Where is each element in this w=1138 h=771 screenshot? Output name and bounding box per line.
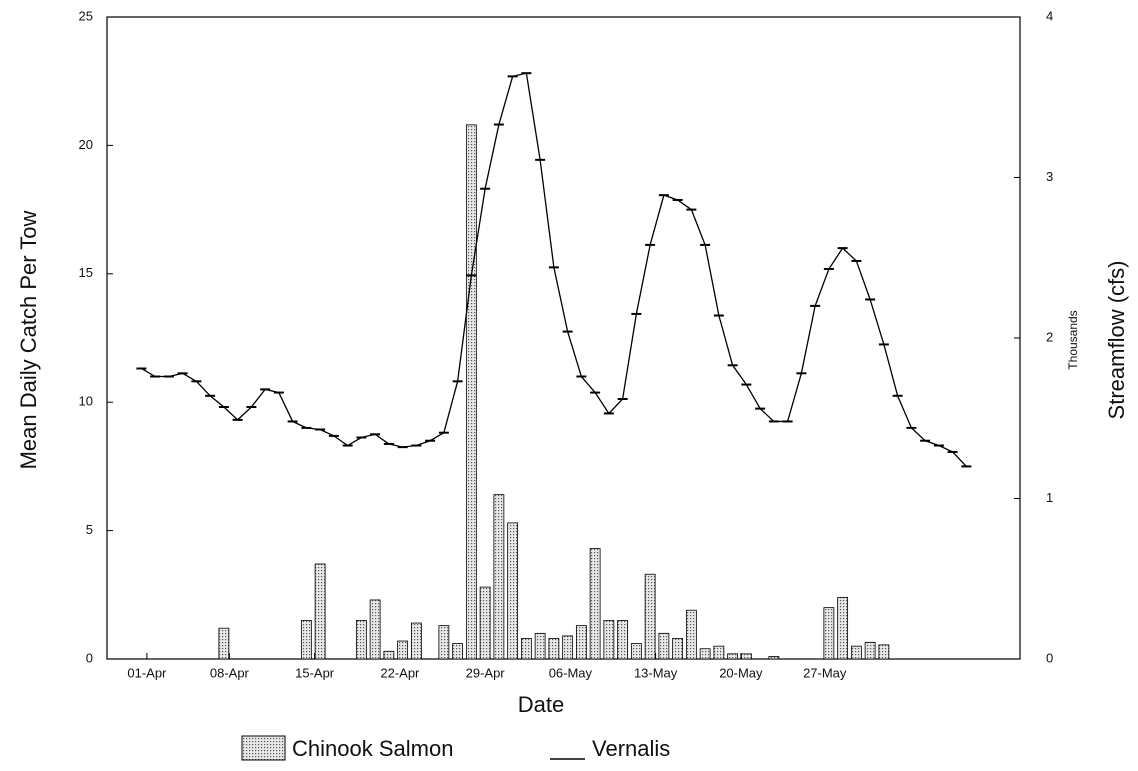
y2-tick-label: 1 [1046, 490, 1053, 505]
bar [617, 620, 629, 660]
x-tick-label: 13-May [634, 665, 678, 680]
x-tick-label: 27-May [803, 665, 847, 680]
bar [314, 563, 326, 660]
y-tick-label: 25 [79, 8, 93, 23]
bar [878, 644, 890, 660]
bar [740, 653, 752, 660]
x-tick-label: 29-Apr [466, 665, 506, 680]
y2-tick-label: 2 [1046, 329, 1053, 344]
bar [369, 599, 381, 660]
bar [438, 625, 450, 660]
bar [589, 548, 601, 660]
bar [397, 640, 409, 660]
bar [534, 632, 546, 660]
bar [383, 650, 395, 660]
bar [548, 638, 560, 660]
bar [864, 641, 876, 660]
y2-axis-label: Streamflow (cfs) [1104, 261, 1129, 420]
y-tick-label: 5 [86, 522, 93, 537]
y-axis-label: Mean Daily Catch Per Tow [16, 210, 41, 469]
x-axis-label: Date [518, 692, 564, 717]
bar [355, 620, 367, 660]
bar [410, 622, 422, 660]
bar [218, 627, 230, 660]
y-tick-label: 20 [79, 137, 93, 152]
y-tick-label: 10 [79, 394, 93, 409]
y-tick-label: 0 [86, 650, 93, 665]
bar [823, 607, 835, 660]
x-tick-label: 08-Apr [210, 665, 250, 680]
x-tick-label: 20-May [719, 665, 763, 680]
bar [575, 625, 587, 660]
bar [603, 620, 615, 660]
bar [452, 643, 464, 660]
bar [727, 653, 739, 660]
y2-tick-label: 0 [1046, 650, 1053, 665]
plot-frame [106, 16, 1021, 660]
bar [520, 638, 532, 660]
bar [493, 494, 505, 660]
bar [300, 620, 312, 660]
bar [672, 638, 684, 660]
bar [837, 596, 849, 660]
bar [465, 124, 477, 660]
legend-label: Chinook Salmon [292, 736, 453, 761]
x-tick-label: 01-Apr [127, 665, 167, 680]
legend-label: Vernalis [592, 736, 670, 761]
bar [658, 632, 670, 660]
y2-tick-label: 4 [1046, 8, 1053, 23]
legend-swatch [241, 735, 286, 761]
bar [507, 522, 519, 660]
x-tick-label: 06-May [549, 665, 593, 680]
bar [713, 645, 725, 660]
bar [699, 648, 711, 660]
x-tick-label: 22-Apr [380, 665, 420, 680]
y2-tick-label: 3 [1046, 169, 1053, 184]
x-tick-label: 15-Apr [295, 665, 335, 680]
bar [630, 643, 642, 660]
y2-unit-note: Thousands [1066, 310, 1080, 369]
bar [644, 573, 656, 660]
bar [479, 586, 491, 660]
bar [685, 609, 697, 660]
bar [850, 645, 862, 660]
bar [768, 656, 780, 660]
bar [562, 635, 574, 660]
y-tick-label: 15 [79, 265, 93, 280]
line [141, 72, 967, 467]
